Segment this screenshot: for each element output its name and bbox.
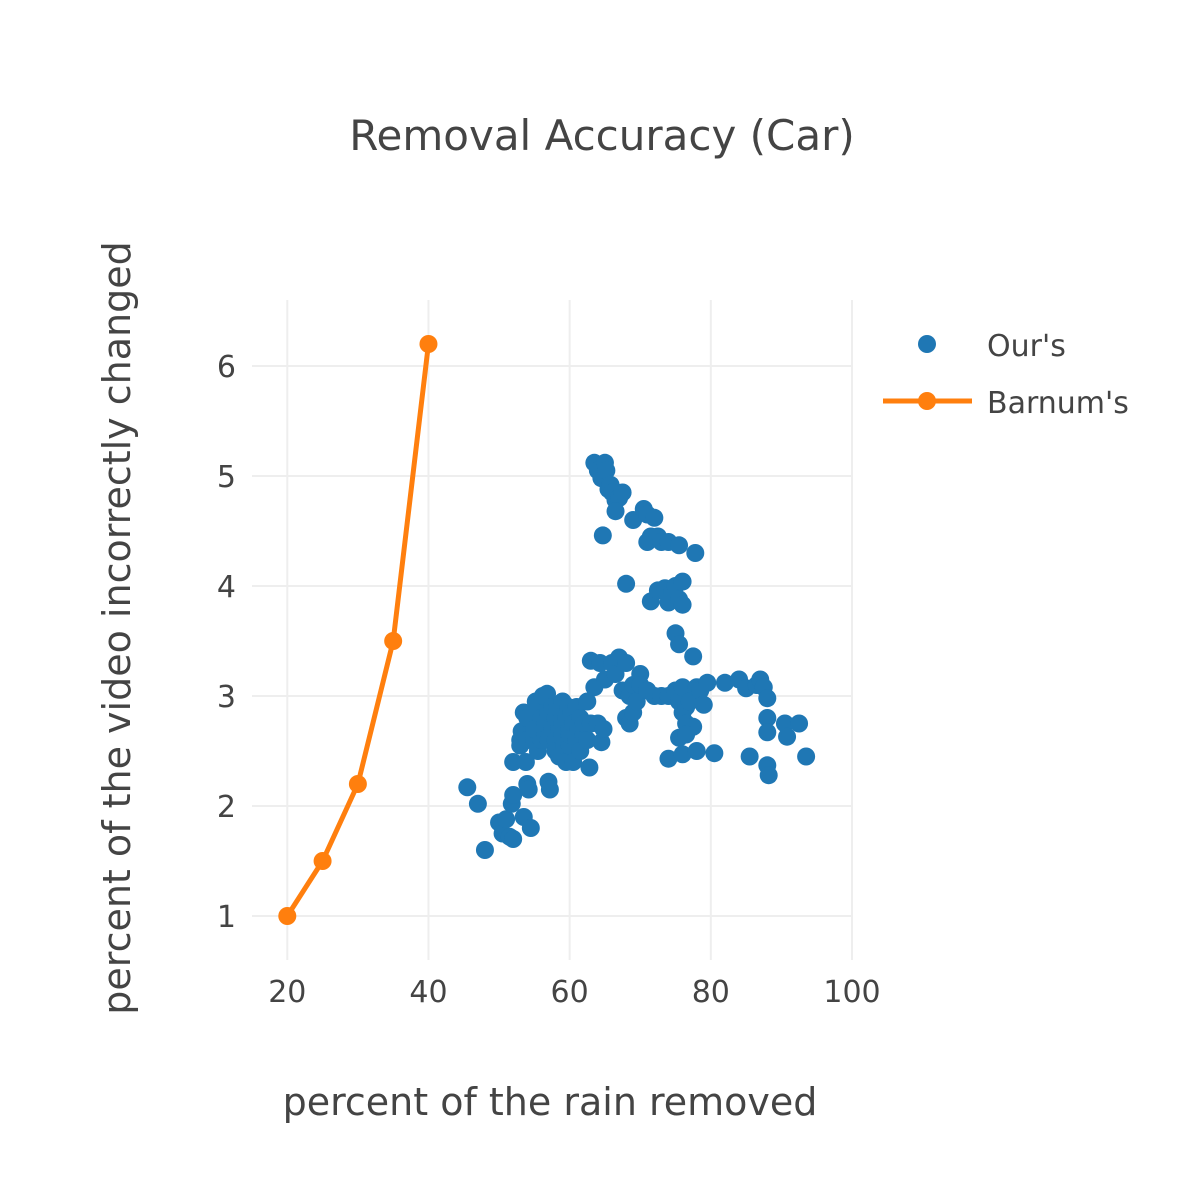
y-tick-label: 2 bbox=[217, 790, 236, 825]
data-point bbox=[504, 830, 523, 848]
data-point bbox=[705, 744, 724, 763]
data-point bbox=[592, 733, 611, 752]
data-point bbox=[673, 678, 692, 697]
y-tick-label: 5 bbox=[217, 460, 236, 495]
data-point bbox=[715, 673, 734, 692]
y-axis-title: percent of the video incorrectly changed bbox=[95, 241, 139, 1014]
data-point bbox=[694, 695, 713, 714]
axis-ticks: 20 40 60 80 100 1 2 3 4 5 6 bbox=[217, 350, 881, 1010]
data-point bbox=[758, 709, 777, 727]
data-point bbox=[758, 723, 777, 742]
data-point bbox=[613, 483, 632, 502]
data-point bbox=[419, 335, 438, 353]
data-point bbox=[497, 810, 516, 829]
y-tick-label: 1 bbox=[217, 900, 236, 935]
x-tick-label: 20 bbox=[268, 975, 306, 1010]
x-tick-label: 60 bbox=[551, 975, 589, 1010]
plot-area bbox=[278, 335, 816, 925]
data-point bbox=[348, 775, 367, 793]
data-point bbox=[687, 742, 706, 760]
data-point bbox=[617, 654, 636, 672]
data-point bbox=[594, 720, 613, 738]
legend-marker-barnums bbox=[918, 392, 936, 410]
legend-label-ours: Our's bbox=[987, 329, 1066, 364]
data-point bbox=[578, 731, 597, 749]
data-point bbox=[797, 747, 816, 766]
data-point bbox=[516, 753, 535, 771]
data-point bbox=[504, 786, 523, 804]
data-point bbox=[617, 574, 636, 593]
data-point bbox=[384, 632, 403, 650]
grid bbox=[252, 300, 853, 960]
legend-item-ours[interactable]: Our's bbox=[918, 329, 1066, 364]
data-point bbox=[684, 647, 703, 666]
data-point bbox=[278, 907, 297, 925]
data-point bbox=[645, 508, 664, 527]
data-point bbox=[740, 747, 759, 766]
data-point bbox=[458, 778, 477, 797]
data-point bbox=[686, 544, 705, 562]
data-point bbox=[659, 749, 678, 768]
data-point bbox=[593, 526, 612, 545]
data-point bbox=[677, 725, 696, 744]
data-point bbox=[313, 852, 332, 870]
series-0 bbox=[458, 453, 816, 859]
data-point bbox=[540, 780, 559, 799]
chart-title: Removal Accuracy (Car) bbox=[349, 111, 855, 160]
data-point bbox=[778, 727, 797, 746]
data-point bbox=[790, 714, 809, 733]
data-point bbox=[606, 502, 625, 521]
data-point bbox=[580, 758, 599, 777]
y-tick-label: 3 bbox=[217, 680, 236, 715]
data-point bbox=[698, 673, 717, 692]
y-tick-label: 6 bbox=[217, 350, 236, 385]
legend-label-barnums: Barnum's bbox=[987, 386, 1129, 421]
data-point bbox=[504, 753, 523, 771]
data-point bbox=[758, 689, 777, 708]
legend: Our's Barnum's bbox=[883, 329, 1129, 421]
data-point bbox=[597, 461, 616, 480]
data-point bbox=[759, 766, 778, 785]
data-point bbox=[673, 745, 692, 764]
data-point bbox=[670, 536, 689, 555]
data-point bbox=[521, 819, 540, 837]
data-point bbox=[775, 714, 794, 733]
data-point bbox=[519, 780, 538, 799]
x-tick-label: 80 bbox=[692, 975, 730, 1010]
x-tick-label: 40 bbox=[409, 975, 447, 1010]
series-line bbox=[285, 343, 431, 918]
data-point bbox=[578, 692, 597, 711]
x-axis-title: percent of the rain removed bbox=[283, 1080, 818, 1124]
data-point bbox=[673, 572, 692, 591]
data-point bbox=[670, 635, 689, 654]
data-point bbox=[468, 794, 487, 813]
data-point bbox=[475, 841, 494, 859]
data-point bbox=[673, 595, 692, 614]
series-1 bbox=[278, 335, 438, 925]
x-tick-label: 100 bbox=[823, 975, 880, 1010]
y-tick-label: 4 bbox=[217, 570, 236, 605]
legend-item-barnums[interactable]: Barnum's bbox=[883, 386, 1129, 421]
legend-marker-ours bbox=[918, 335, 936, 353]
